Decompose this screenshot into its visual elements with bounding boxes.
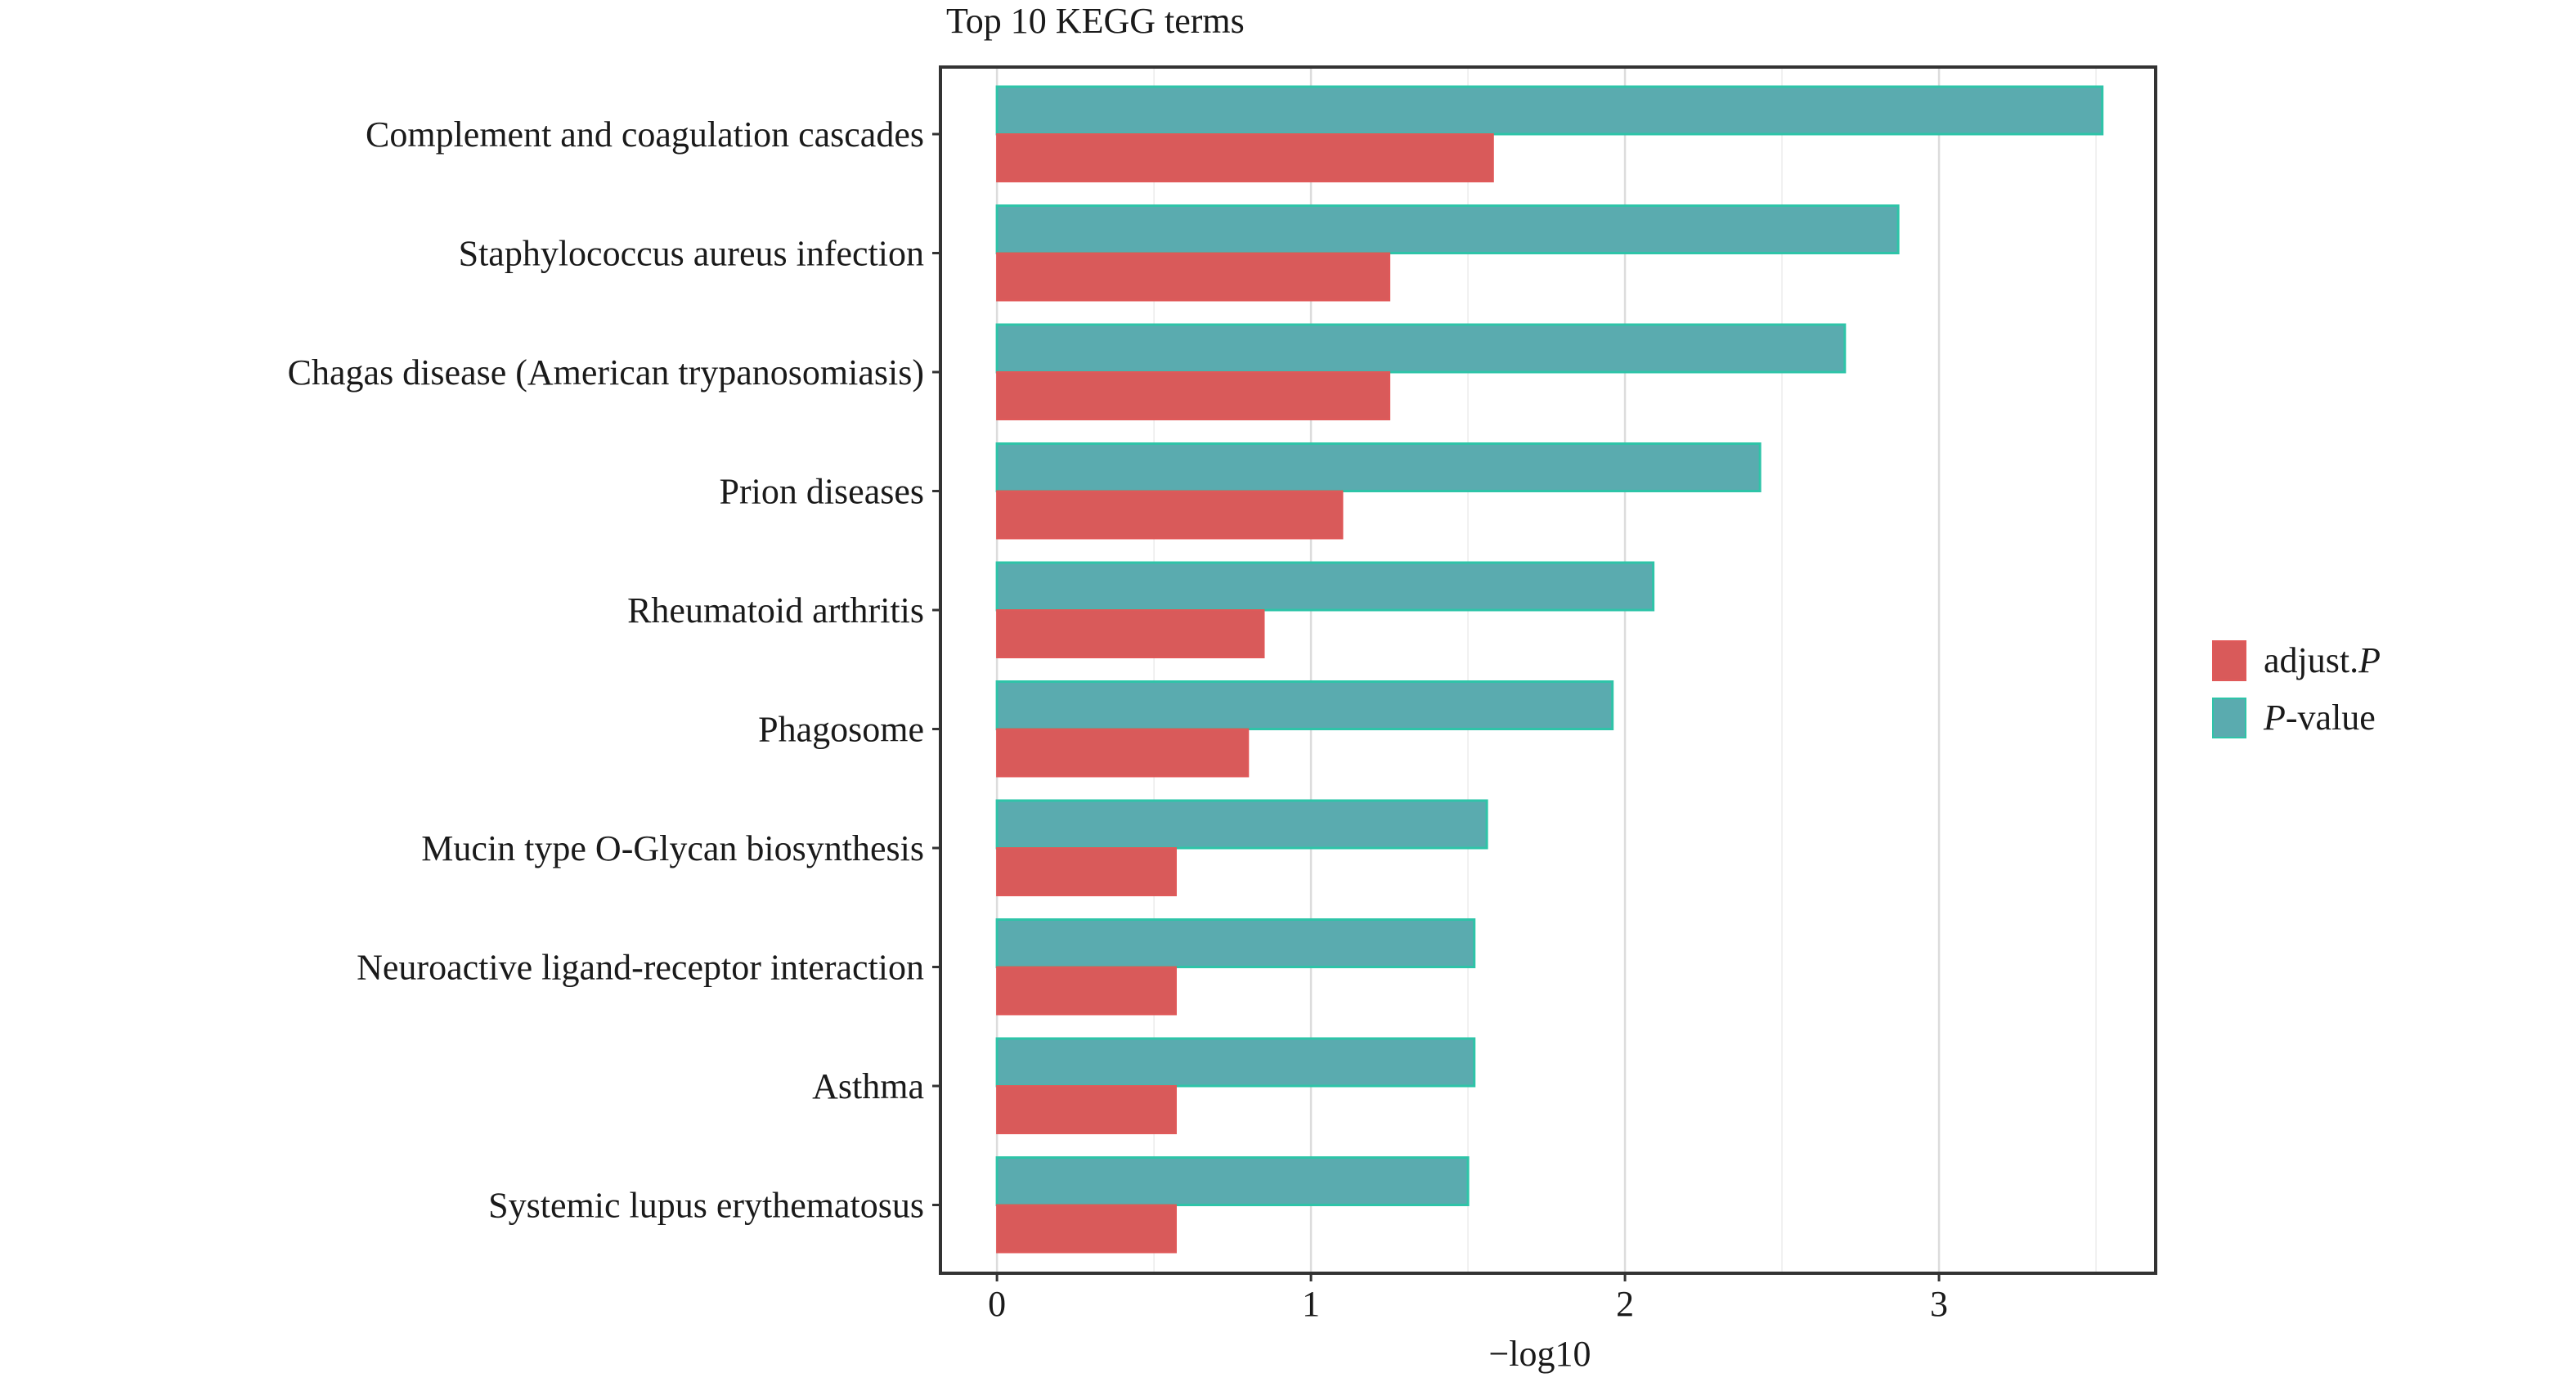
bar-p-value	[995, 85, 2104, 136]
plot-frame	[939, 65, 2157, 1275]
legend: adjust.P P-value	[2212, 640, 2381, 738]
bar-p-value	[995, 323, 1847, 374]
legend-swatch	[2212, 698, 2246, 738]
bar-adjust-p	[996, 252, 1391, 302]
x-axis: 0 1 2 3	[988, 1273, 1948, 1324]
y-tick-label: Phagosome	[758, 710, 924, 750]
x-axis-label: −log10	[1488, 1334, 1591, 1374]
legend-label: adjust.P	[2264, 640, 2381, 680]
bar-adjust-p	[996, 609, 1265, 658]
bar-adjust-p	[996, 1085, 1177, 1134]
y-axis: Complement and coagulation cascades Staph…	[288, 114, 940, 1226]
bar-p-value	[995, 561, 1655, 612]
x-tick-label: 2	[1616, 1284, 1634, 1324]
x-tick-label: 0	[988, 1284, 1006, 1324]
bar-p-value	[995, 799, 1488, 850]
y-tick-label: Neuroactive ligand-receptor interaction	[357, 948, 924, 988]
y-tick-label: Rheumatoid arthritis	[627, 590, 924, 630]
bar-adjust-p	[996, 966, 1177, 1016]
y-tick-label: Chagas disease (American trypanosomiasis…	[288, 352, 924, 393]
bars-layer	[995, 85, 2104, 1254]
y-tick-label: Staphylococcus aureus infection	[459, 234, 924, 274]
bar-adjust-p	[996, 1204, 1177, 1254]
bar-p-value	[995, 1037, 1476, 1088]
bar-p-value	[995, 680, 1614, 730]
bar-adjust-p	[996, 371, 1391, 420]
bar-adjust-p	[996, 490, 1344, 540]
y-tick-label: Mucin type O-Glycan biosynthesis	[421, 828, 924, 868]
bar-p-value	[995, 1156, 1470, 1206]
legend-swatch	[2212, 640, 2246, 681]
y-tick-label: Complement and coagulation cascades	[366, 114, 924, 155]
bar-p-value	[995, 918, 1476, 968]
y-tick-label: Asthma	[812, 1066, 924, 1106]
bar-p-value	[995, 442, 1761, 492]
x-tick-label: 3	[1930, 1284, 1948, 1324]
bar-adjust-p	[996, 133, 1494, 182]
bar-adjust-p	[996, 728, 1250, 778]
bar-p-value	[995, 204, 1900, 254]
chart-title: Top 10 KEGG terms	[946, 1, 1245, 41]
x-tick-label: 1	[1302, 1284, 1320, 1324]
bar-adjust-p	[996, 847, 1177, 896]
y-tick-label: Systemic lupus erythematosus	[488, 1186, 924, 1226]
y-tick-label: Prion diseases	[719, 472, 924, 512]
legend-label: P-value	[2263, 698, 2376, 738]
